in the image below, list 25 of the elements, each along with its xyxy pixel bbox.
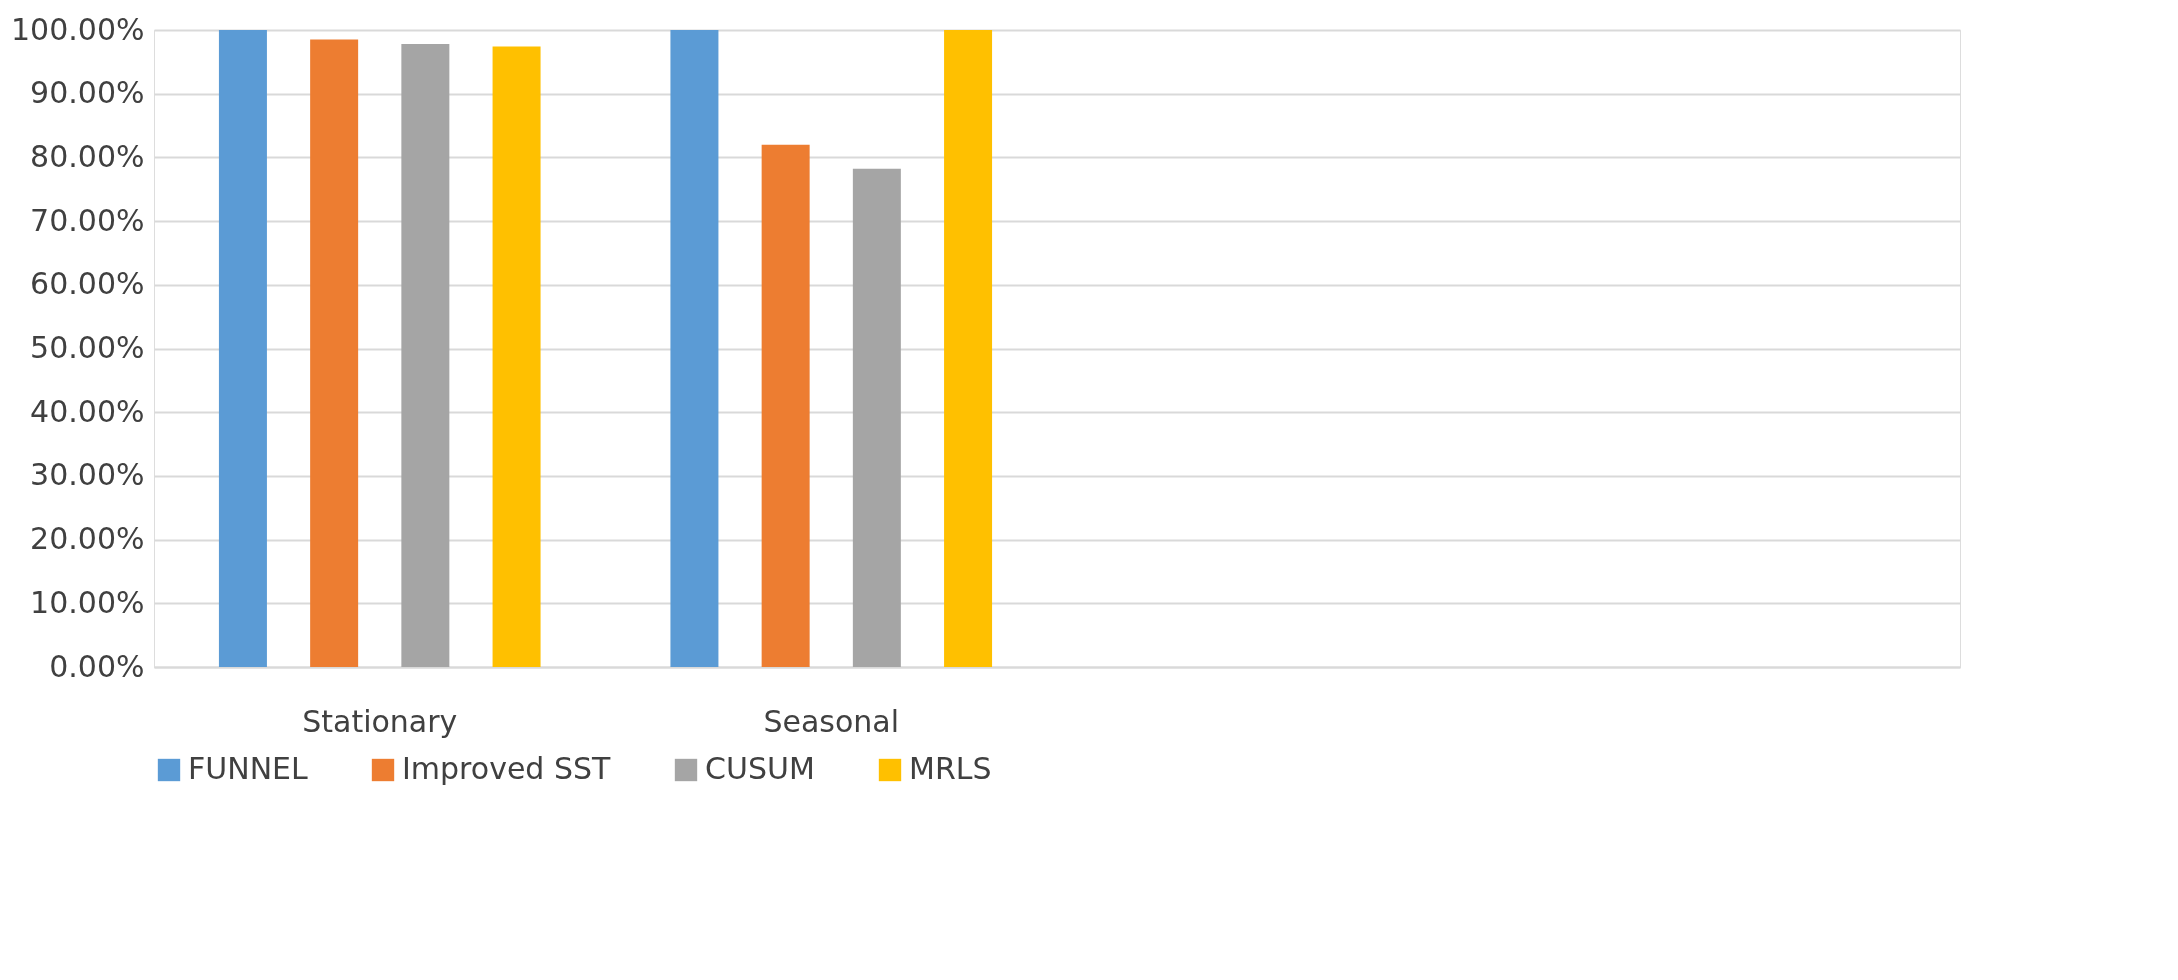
y-tick-label: 50.00%: [30, 330, 145, 365]
bar: [944, 30, 993, 667]
legend-label: MRLS: [909, 751, 992, 786]
x-tick-label: Stationary: [302, 703, 458, 739]
legend-label: CUSUM: [705, 751, 815, 786]
y-tick-label: 20.00%: [30, 521, 145, 557]
y-tick-label: 60.00%: [30, 266, 145, 302]
bar: [761, 144, 810, 667]
legend-label: Improved SST: [402, 751, 612, 786]
bar: [852, 168, 901, 667]
bar: [310, 39, 359, 667]
bar: [401, 44, 450, 667]
legend-label: FUNNEL: [188, 751, 309, 786]
y-tick-label: 40.00%: [30, 393, 145, 429]
bar: [492, 46, 541, 667]
y-tick-label: 100.00%: [11, 11, 145, 47]
y-tick-label: 30.00%: [30, 457, 145, 493]
y-tick-label: 0.00%: [49, 648, 145, 684]
y-tick-label: 70.00%: [30, 202, 145, 238]
x-tick-label: Seasonal: [763, 703, 900, 739]
bar: [218, 30, 267, 667]
y-tick-label: 90.00%: [30, 75, 145, 111]
bar: [670, 30, 719, 667]
y-tick-label: 80.00%: [30, 138, 145, 174]
y-tick-label: 10.00%: [30, 584, 145, 620]
